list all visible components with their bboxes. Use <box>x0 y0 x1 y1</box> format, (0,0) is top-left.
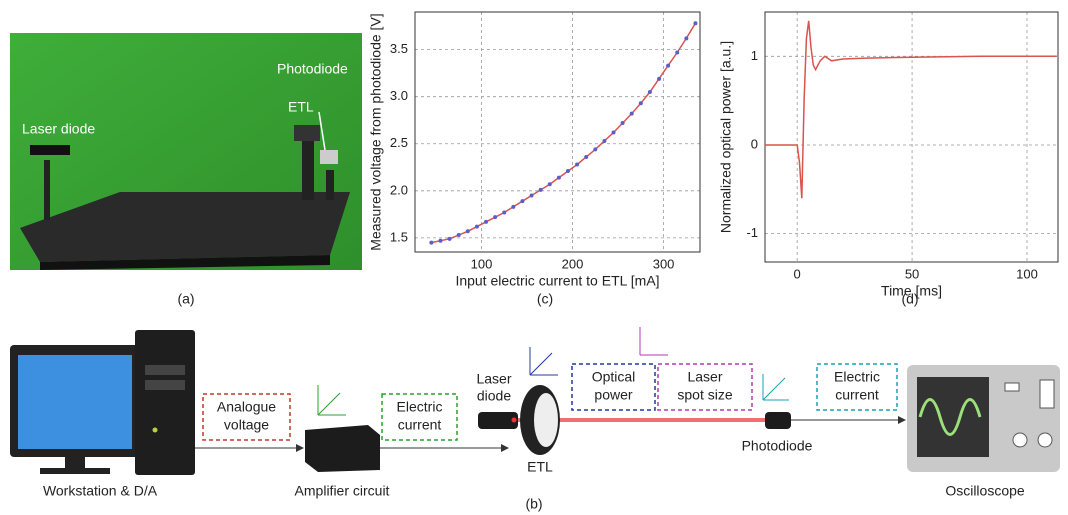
data-point <box>621 121 625 125</box>
data-point <box>539 188 543 192</box>
y-tick-label: 2.5 <box>390 135 408 150</box>
data-point <box>566 169 570 173</box>
signal-label: power <box>594 387 632 403</box>
data-point <box>639 101 643 105</box>
signal-label: Laser <box>687 369 722 385</box>
data-point <box>438 239 442 243</box>
node-label: Workstation & D/A <box>43 483 158 499</box>
data-point <box>575 162 579 166</box>
y-axis-label: Normalized optical power [a.u.] <box>718 41 734 233</box>
data-point <box>502 210 506 214</box>
data-point <box>630 112 634 116</box>
photo: Laser diode ETL Photodiode <box>10 33 362 270</box>
node-label: Laser <box>476 371 511 387</box>
data-point <box>666 64 670 68</box>
signal-label: Electric <box>834 369 880 385</box>
panel-caption: (b) <box>525 496 542 512</box>
data-point <box>530 194 534 198</box>
panel-caption: (c) <box>537 291 553 307</box>
signal-label: Electric <box>397 399 443 415</box>
data-point <box>448 237 452 241</box>
data-point <box>693 21 697 25</box>
signal-label: Analogue <box>217 399 276 415</box>
y-tick-label: 0 <box>751 136 758 151</box>
data-point <box>675 50 679 54</box>
data-point <box>457 233 461 237</box>
y-tick-label: 3.5 <box>390 41 408 56</box>
data-point <box>466 229 470 233</box>
data-point <box>520 199 524 203</box>
data-point <box>511 205 515 209</box>
node-label: diode <box>477 388 511 404</box>
signal-label: voltage <box>224 417 269 433</box>
x-axis-label: Input electric current to ETL [mA] <box>455 273 659 289</box>
data-point <box>593 147 597 151</box>
y-tick-label: 3.0 <box>390 88 408 103</box>
x-tick-label: 200 <box>562 256 584 271</box>
node-label: Photodiode <box>742 438 813 454</box>
node-label: ETL <box>527 459 553 475</box>
data-point <box>557 176 561 180</box>
x-tick-label: 300 <box>653 256 675 271</box>
x-tick-label: 100 <box>471 256 493 271</box>
photo-label: Laser diode <box>22 121 95 137</box>
y-tick-label: 2.0 <box>390 182 408 197</box>
signal-label: current <box>835 387 879 403</box>
x-tick-label: 100 <box>1016 266 1038 281</box>
signal-label: current <box>398 417 442 433</box>
plot-frame <box>415 12 700 252</box>
panel-caption: (d) <box>901 291 918 307</box>
data-point <box>648 90 652 94</box>
figure: Laser diode ETL Photodiode (a) <box>0 0 1068 515</box>
data-point <box>657 77 661 81</box>
y-tick-label: 1 <box>751 48 758 63</box>
node-label: Oscilloscope <box>945 483 1025 499</box>
data-point <box>493 215 497 219</box>
signal-label: Optical <box>592 369 636 385</box>
data-point <box>684 36 688 40</box>
data-point <box>429 241 433 245</box>
data-point <box>548 182 552 186</box>
y-axis-label: Measured voltage from photodiode [V] <box>368 13 384 250</box>
y-tick-label: 1.5 <box>390 229 408 244</box>
x-tick-label: 0 <box>794 266 801 281</box>
signal-label: spot size <box>677 387 732 403</box>
data-point <box>484 220 488 224</box>
y-tick-label: -1 <box>746 225 758 240</box>
data-line <box>765 21 1057 198</box>
data-line <box>431 23 695 242</box>
diagram <box>10 327 1060 475</box>
data-point <box>584 155 588 159</box>
x-tick-label: 50 <box>905 266 919 281</box>
data-point <box>475 225 479 229</box>
data-point <box>611 130 615 134</box>
data-point <box>602 139 606 143</box>
photo-label: Photodiode <box>277 61 348 77</box>
photo-label: ETL <box>288 99 314 115</box>
node-label: Amplifier circuit <box>295 483 390 499</box>
plot-frame <box>765 12 1058 262</box>
panel-caption: (a) <box>177 291 194 307</box>
